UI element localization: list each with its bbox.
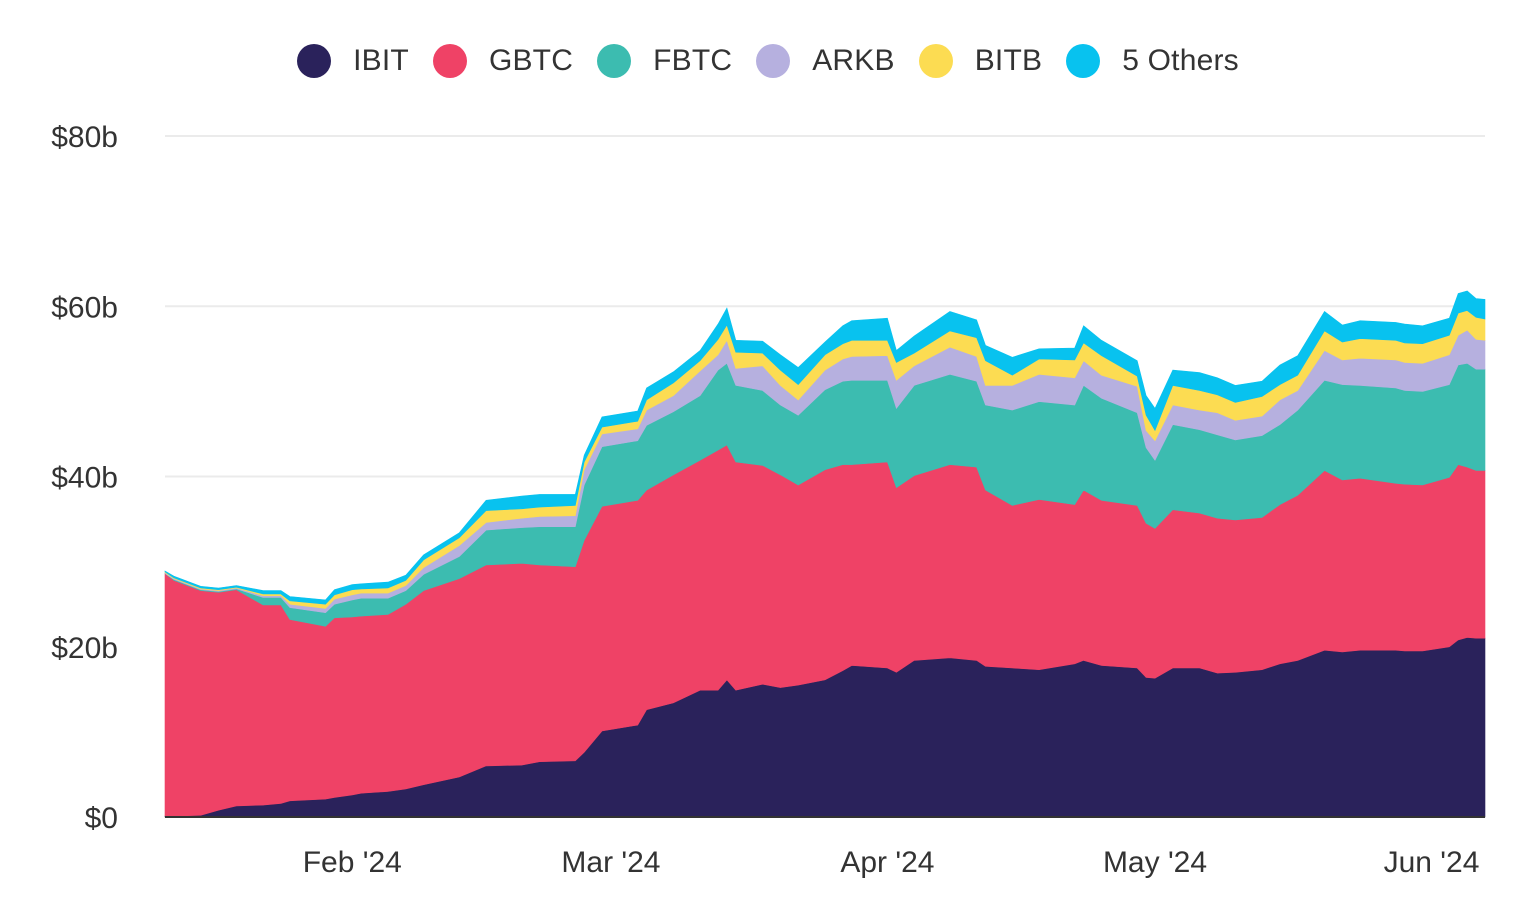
- x-tick-label: Apr '24: [840, 846, 934, 879]
- legend-label: FBTC: [653, 44, 733, 77]
- legend-item-5-others[interactable]: 5 Others: [1066, 44, 1239, 78]
- legend-item-gbtc[interactable]: GBTC: [432, 44, 574, 78]
- x-axis-ticks: Feb '24 Mar '24 Apr '24 May '24 Jun '24: [303, 846, 1480, 879]
- legend-swatch-icon: [432, 44, 467, 78]
- legend-swatch-icon: [1066, 44, 1101, 78]
- legend-swatch-icon: [597, 44, 632, 78]
- legend-swatch-icon: [918, 44, 953, 78]
- legend-label: GBTC: [488, 44, 574, 77]
- legend-label: IBIT: [353, 44, 409, 77]
- area-series-5-others: [164, 290, 1486, 605]
- y-tick-label: $60b: [51, 291, 118, 324]
- x-tick-label: Feb '24: [303, 846, 402, 879]
- y-axis-ticks: $0 $20b $40b $60b $80b: [51, 121, 118, 835]
- legend-item-ibit[interactable]: IBIT: [297, 44, 409, 78]
- legend-item-bitb[interactable]: BITB: [918, 44, 1043, 78]
- series-areas: [164, 290, 1486, 818]
- x-tick-label: Jun '24: [1384, 846, 1480, 879]
- x-tick-label: Mar '24: [561, 846, 660, 879]
- y-tick-label: $20b: [51, 632, 118, 665]
- chart-legend: IBIT GBTC FBTC ARKB BITB 5 Others: [0, 44, 1536, 78]
- legend-item-arkb[interactable]: ARKB: [756, 44, 895, 78]
- legend-swatch-icon: [297, 44, 332, 78]
- legend-label: ARKB: [812, 44, 895, 77]
- legend-label: 5 Others: [1122, 44, 1239, 77]
- y-tick-label: $40b: [51, 462, 118, 495]
- x-tick-label: May '24: [1103, 846, 1207, 879]
- y-tick-label: $80b: [51, 121, 118, 154]
- y-tick-label: $0: [85, 802, 118, 835]
- legend-label: BITB: [974, 44, 1043, 77]
- legend-item-fbtc[interactable]: FBTC: [597, 44, 732, 78]
- legend-swatch-icon: [756, 44, 791, 78]
